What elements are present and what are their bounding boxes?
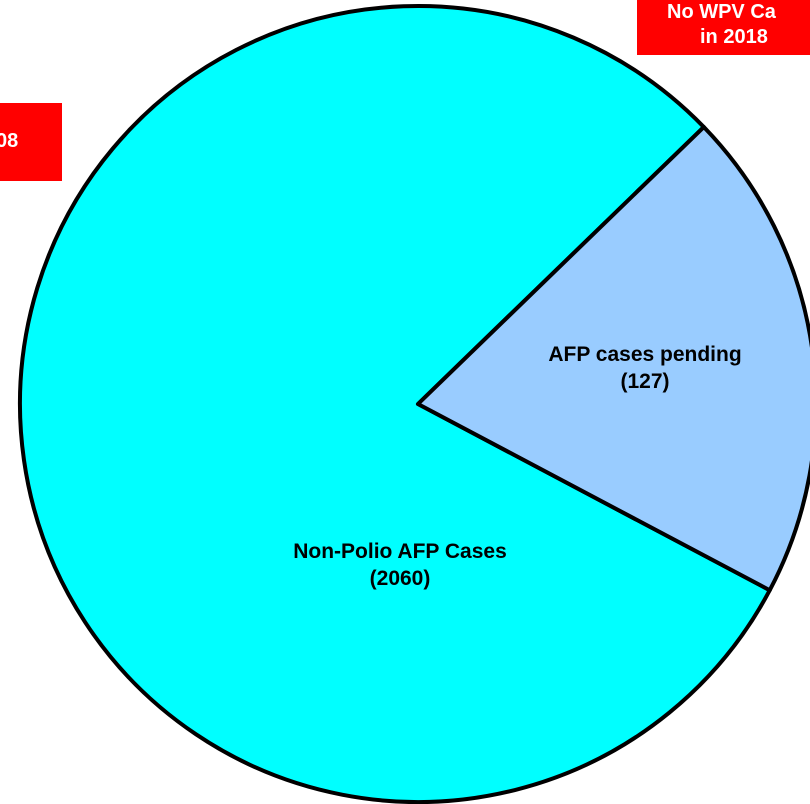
pie-slice: [18, 4, 772, 804]
annotation: 08: [0, 130, 19, 152]
annotation-box: [637, 0, 810, 55]
slice-label: AFP cases pending (127): [548, 343, 742, 393]
pie-slice: [416, 125, 810, 593]
annotation: No WPV Ca: [667, 1, 776, 23]
annotation-box: [0, 103, 62, 181]
annotation: in 2018: [700, 26, 768, 48]
slice-label: Non-Polio AFP Cases (2060): [293, 540, 507, 590]
